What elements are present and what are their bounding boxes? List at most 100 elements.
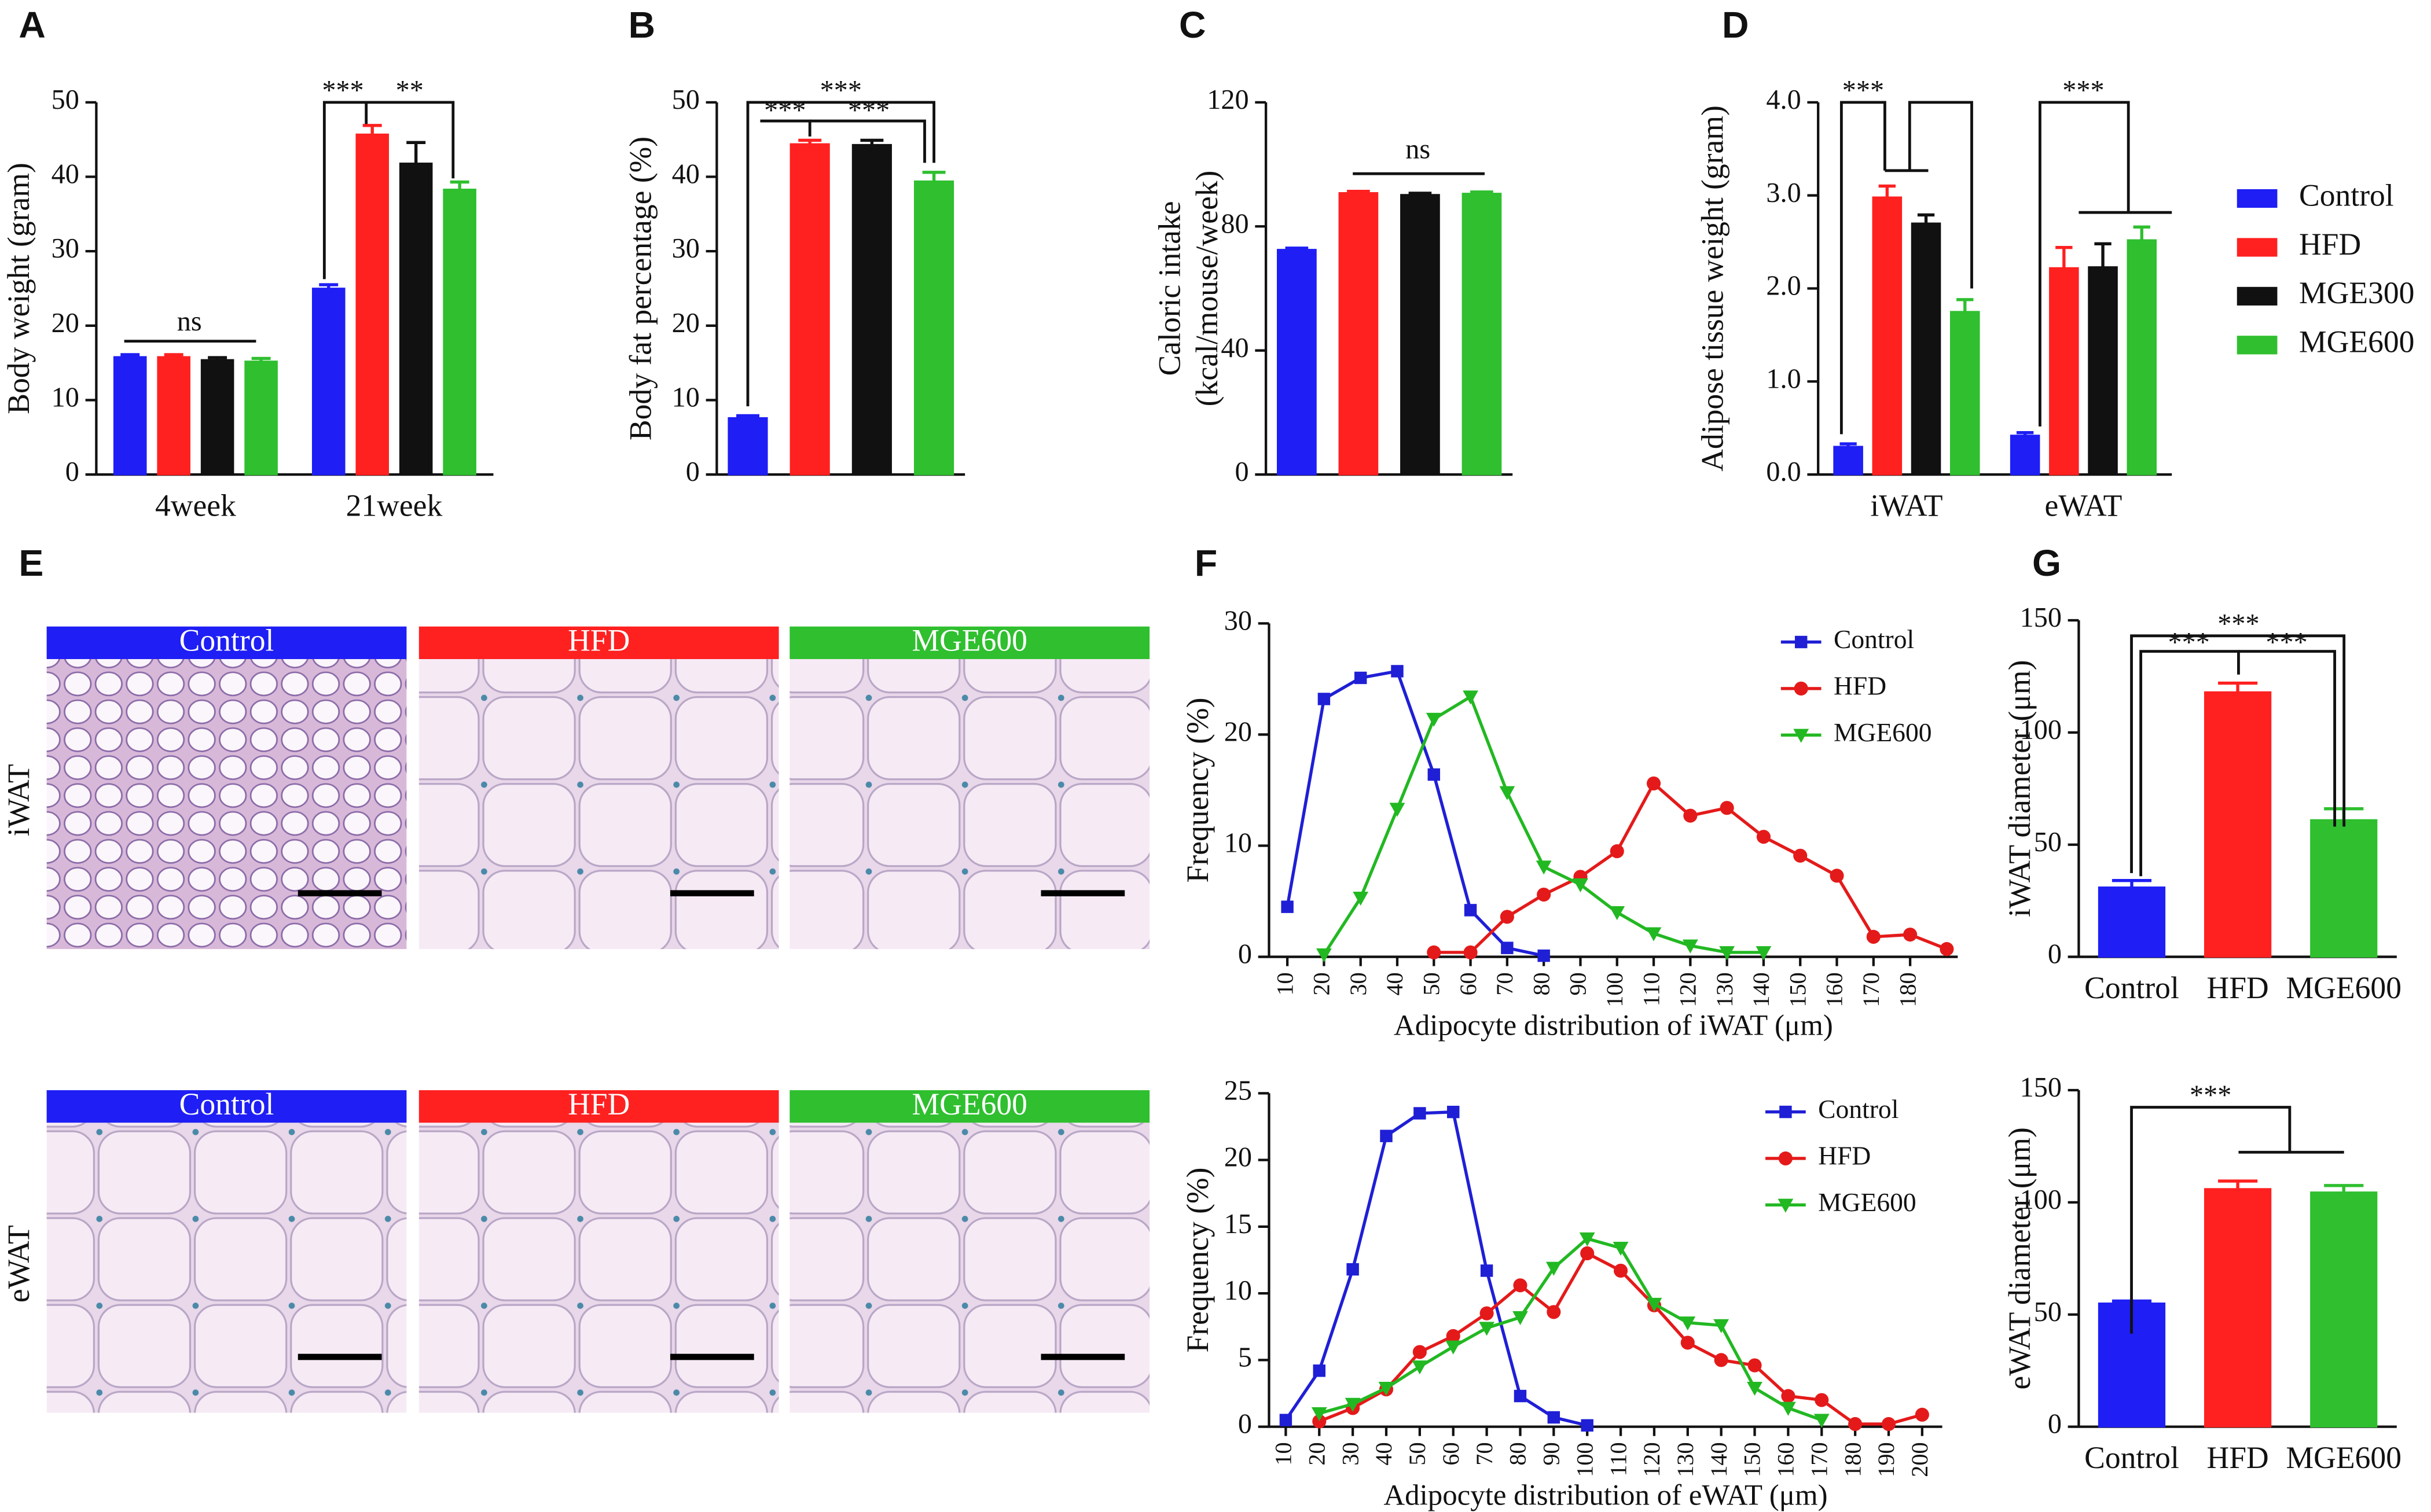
row-label: iWAT [1,764,36,836]
bracket [1839,101,1886,435]
point [1512,1311,1528,1326]
y-axis-label: Caloric intake [1152,201,1187,376]
x-tick-label: 160 [1822,972,1848,1007]
y-tick-label: 80 [1221,208,1248,239]
point [1680,1336,1695,1350]
y-axis-label: Frequency (%) [1180,697,1215,882]
y-axis-label: Body fat percentage (%) [623,137,658,440]
point [1537,887,1551,902]
bar [355,133,389,476]
point [1447,1105,1460,1119]
error-bar [2218,1179,2258,1189]
y-tick-label: 50 [2034,827,2062,858]
x-tick-label: 50 [1419,972,1445,995]
point [1391,665,1404,678]
error-bar [450,180,469,190]
series-line [1323,694,1764,956]
x-tick-label: 110 [1638,972,1664,1006]
legend-marker [1794,681,1808,696]
y-tick-label: 10 [672,382,700,413]
bar [1833,446,1863,476]
bar [1872,196,1903,476]
point [1940,942,1954,957]
point [1848,1417,1863,1432]
error-bar [208,356,227,360]
x-tick-label: 80 [1505,1442,1531,1465]
histology-image [418,1123,779,1413]
bar [2098,886,2166,958]
annotation: *** [2217,609,2259,639]
point [1781,1389,1795,1403]
bar [2049,267,2079,476]
x-tick-label: 150 [1784,972,1811,1007]
x-tick-label: 50 [1404,1442,1430,1465]
y-tick-label: 20 [1224,1142,1252,1173]
point [1514,1389,1527,1403]
error-bar [2324,1184,2364,1193]
point [1680,1316,1696,1331]
error-bar [1878,184,1896,197]
series-line [1319,1251,1923,1426]
error-bar [1839,442,1857,447]
y-tick-label: 0 [1235,457,1248,487]
point [1316,948,1332,963]
y-tick-label: 10 [52,382,79,413]
x-tick-label: Control [2084,970,2179,1005]
column-label: Control [179,623,274,657]
x-tick-label: 10 [1270,1442,1297,1465]
point [1412,1345,1427,1359]
error-bar [1347,190,1370,193]
point [1463,945,1478,959]
x-tick-label: 200 [1907,1442,1933,1477]
column-label: Control [179,1087,274,1121]
x-tick-label: 190 [1873,1442,1899,1477]
legend-label: HFD [1834,671,1886,700]
x-tick-label: MGE600 [2286,970,2401,1005]
point [1446,1329,1460,1343]
point [1881,1417,1896,1432]
panel-label: C [1179,4,1206,46]
point [1353,892,1369,906]
x-tick-label: 180 [1894,972,1920,1007]
error-bar [2111,879,2152,888]
error-bar [2016,431,2034,436]
annotation: *** [1842,75,1884,106]
point [1756,830,1771,844]
legend-label: Control [1834,624,1914,654]
panel-label: F [1195,542,1217,584]
y-tick-label: 2.0 [1766,271,1801,301]
annotation: *** [2168,627,2210,658]
error-bar [2218,681,2258,693]
error-bar [164,353,183,357]
point [1780,1401,1796,1416]
bar [914,180,954,476]
error-bar [922,171,946,182]
y-tick-label: 4.0 [1766,84,1801,115]
y-tick-label: 5 [1238,1342,1252,1373]
point [1580,1246,1595,1261]
bracket [2139,650,2240,877]
x-tick-label: eWAT [2044,488,2122,523]
error-bar [1408,192,1432,195]
x-tick-label: 80 [1528,972,1554,995]
panel-label: E [19,542,43,584]
point [1378,1382,1394,1396]
y-tick-label: 40 [52,159,79,190]
annotation: *** [2265,627,2307,658]
y-tick-label: 20 [1224,717,1252,748]
bracket [2238,650,2337,827]
bar [1400,194,1440,476]
point [1714,1353,1728,1367]
column-header [789,1090,1150,1123]
y-tick-label: 1.0 [1766,363,1801,394]
column-header [46,626,407,659]
bracket [2130,1106,2292,1334]
point [1480,1264,1493,1277]
annotation: *** [764,95,806,126]
annotation: *** [2062,75,2104,106]
bar [2310,819,2378,958]
y-tick-label: 50 [672,84,700,115]
annotation: *** [2190,1080,2231,1111]
point [1412,1360,1428,1375]
bar [2204,691,2272,958]
